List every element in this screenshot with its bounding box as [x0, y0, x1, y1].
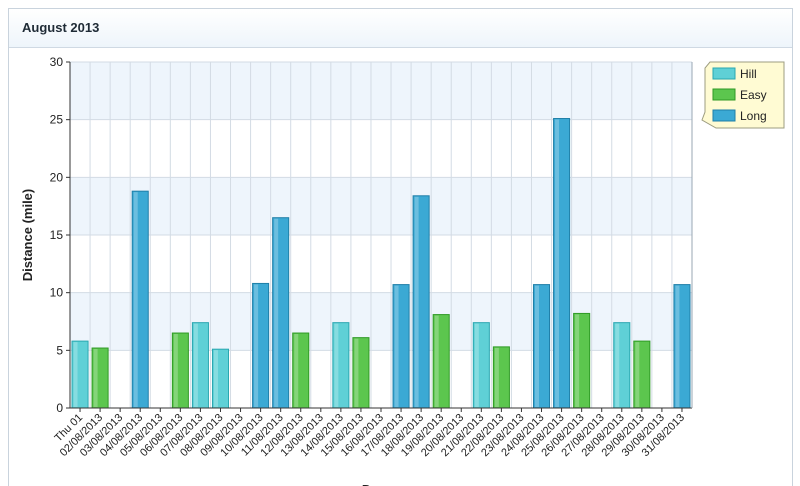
y-tick-label: 10: [50, 286, 64, 300]
legend-label-long: Long: [740, 109, 767, 123]
bar-highlight: [133, 192, 138, 407]
bar-highlight: [494, 347, 499, 407]
bar-highlight: [334, 323, 339, 407]
plot-band: [70, 350, 692, 408]
y-tick-label: 25: [50, 113, 64, 127]
x-axis-title: D...: [362, 482, 382, 486]
bar-highlight: [354, 338, 359, 407]
legend-swatch-long: [712, 109, 736, 122]
plot-band: [70, 119, 692, 178]
bar-highlight: [193, 323, 198, 407]
plot-band: [70, 292, 692, 351]
bar-highlight: [213, 350, 218, 407]
y-tick-label: 15: [50, 228, 64, 242]
bar-highlight: [93, 349, 98, 407]
legend-label-hill: Hill: [740, 67, 757, 81]
legend-swatch-easy: [712, 88, 736, 101]
bar-highlight: [434, 315, 439, 407]
bar-highlight: [254, 284, 259, 407]
plot-band: [70, 235, 692, 293]
y-tick-label: 30: [50, 55, 64, 69]
bar-highlight: [73, 342, 78, 407]
y-tick-label: 5: [56, 343, 63, 357]
bar-highlight: [274, 218, 279, 407]
legend-swatch-hill: [712, 67, 736, 80]
y-tick-label: 20: [50, 170, 64, 184]
bar-highlight: [294, 334, 299, 407]
bar-highlight: [173, 334, 178, 407]
bar-highlight: [474, 323, 479, 407]
plot-band: [70, 62, 692, 120]
bar-highlight: [615, 323, 620, 407]
y-tick-label: 0: [56, 401, 63, 415]
panel-title: August 2013: [9, 9, 792, 48]
y-axis-title: Distance (mile): [20, 189, 35, 281]
legend-label-easy: Easy: [740, 88, 767, 102]
plot-band: [70, 177, 692, 235]
bar-highlight: [394, 285, 399, 407]
bar-highlight: [575, 314, 580, 407]
bar-highlight: [675, 285, 680, 407]
legend: Hill Easy Long: [701, 61, 785, 129]
bar-highlight: [555, 119, 560, 407]
bar-highlight: [534, 285, 540, 407]
bar-highlight: [635, 342, 640, 407]
bar-highlight: [414, 196, 419, 407]
